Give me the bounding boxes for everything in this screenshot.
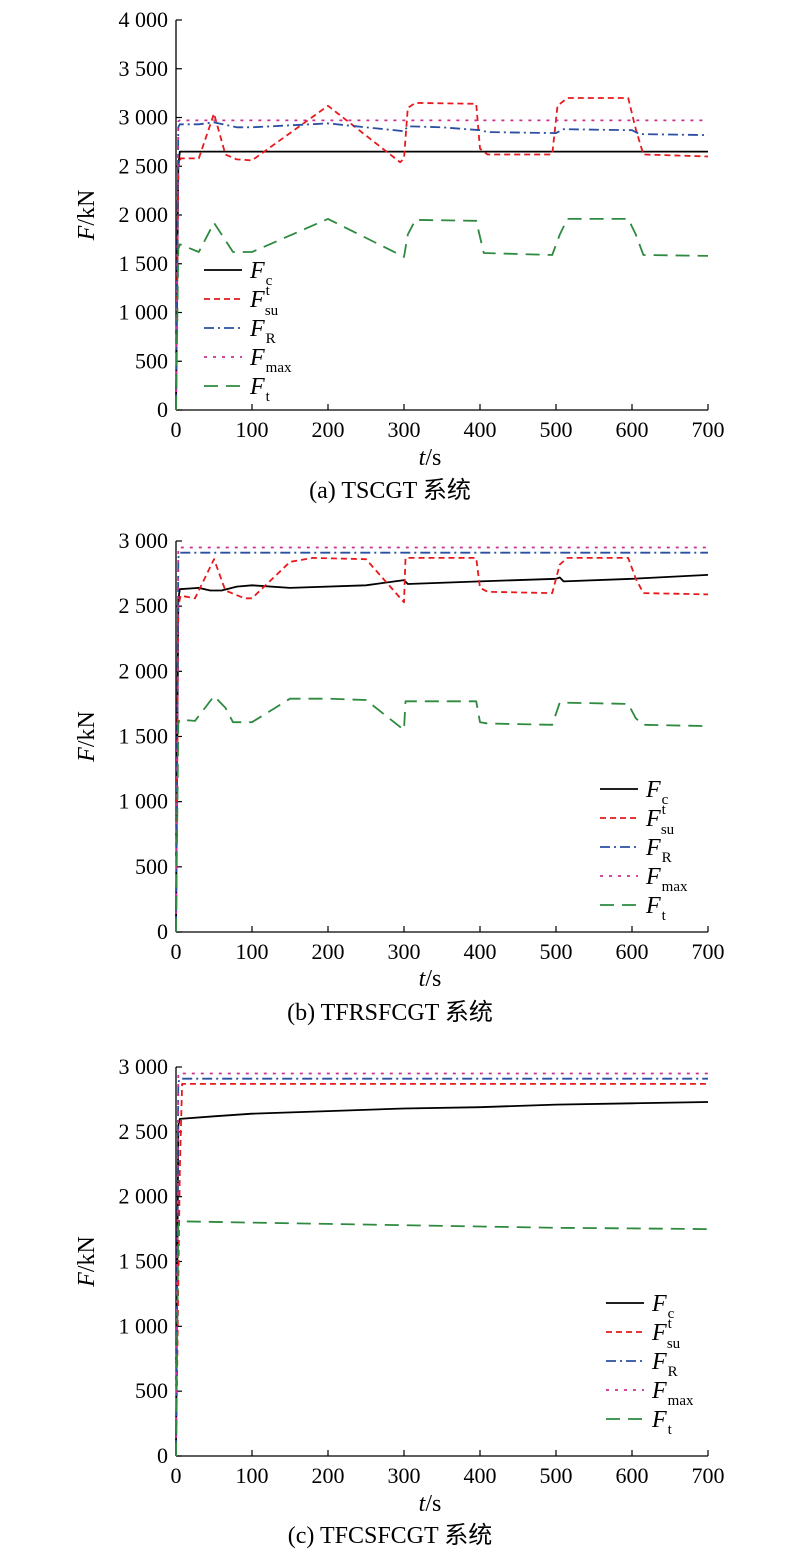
y-tick-label: 500	[135, 1378, 168, 1403]
x-tick-label: 0	[171, 939, 182, 964]
legend-label-fc: Fc	[249, 258, 273, 289]
y-tick-label: 500	[135, 348, 168, 373]
series-line-fmax	[175, 1072, 708, 1457]
legend-label-fmax: Fmax	[249, 345, 292, 376]
y-tick-label: 1 500	[119, 251, 169, 276]
y-tick-label: 0	[157, 397, 168, 422]
x-tick-label: 500	[540, 1463, 573, 1488]
series-line-fsu	[175, 97, 709, 411]
series-line-fmax	[175, 546, 708, 933]
legend-label-fsu: Ft su	[645, 802, 675, 838]
x-tick-label: 400	[464, 1463, 497, 1488]
x-tick-label: 0	[171, 1463, 182, 1488]
x-tick-label: 600	[616, 417, 649, 442]
panel-caption: (c) TFCSFCGT 系统	[288, 1522, 492, 1549]
x-tick-label: 200	[312, 939, 345, 964]
series-line-fc	[175, 574, 709, 933]
y-tick-label: 1 500	[119, 724, 169, 749]
y-tick-label: 1 000	[119, 789, 169, 814]
legend-label-ft: Ft	[249, 374, 271, 405]
y-tick-label: 0	[157, 1443, 168, 1468]
series-line-ft	[175, 695, 709, 933]
x-tick-label: 400	[464, 417, 497, 442]
legend-label-fr: FR	[249, 316, 276, 347]
x-tick-label: 100	[236, 417, 269, 442]
y-tick-label: 0	[157, 919, 168, 944]
legend-label-fc: Fc	[645, 777, 669, 808]
y-axis-label: F/kN	[74, 190, 100, 242]
x-tick-label: 500	[540, 939, 573, 964]
x-tick-label: 0	[171, 417, 182, 442]
x-tick-label: 600	[616, 939, 649, 964]
chart-panel-a: 0 100 200 300 400 500 600 700 0 500 1 000 1 500 2 00…	[74, 7, 725, 504]
x-tick-label: 600	[616, 1463, 649, 1488]
y-tick-label: 2 000	[119, 202, 169, 227]
y-tick-label: 1 000	[119, 1313, 169, 1338]
x-tick-label: 500	[540, 417, 573, 442]
series-line-fsu	[175, 557, 709, 933]
x-tick-label: 700	[692, 939, 725, 964]
y-tick-label: 1 000	[119, 300, 169, 325]
series-line-fr	[175, 1077, 708, 1457]
legend-label-fr: FR	[645, 835, 672, 866]
y-tick-label: 3 000	[119, 105, 169, 130]
x-tick-label: 300	[388, 939, 421, 964]
x-tick-label: 300	[388, 1463, 421, 1488]
x-axis-label: t/s	[419, 966, 442, 992]
y-tick-label: 2 000	[119, 658, 169, 683]
y-tick-label: 2 500	[119, 593, 169, 618]
legend-label-fc: Fc	[651, 1291, 675, 1322]
y-tick-label: 2 000	[119, 1184, 169, 1209]
panel-caption: (a) TSCGT 系统	[309, 477, 471, 504]
x-tick-label: 400	[464, 939, 497, 964]
y-tick-label: 1 500	[119, 1249, 169, 1274]
x-tick-label: 100	[236, 1463, 269, 1488]
y-tick-label: 3 000	[119, 528, 169, 553]
y-tick-label: 4 000	[119, 7, 169, 32]
y-tick-label: 3 500	[119, 56, 169, 81]
series-line-ft	[175, 217, 709, 411]
y-axis-label: F/kN	[74, 711, 100, 763]
legend-label-fr: FR	[651, 1349, 678, 1380]
x-tick-label: 700	[692, 417, 725, 442]
y-tick-label: 2 500	[119, 1119, 169, 1144]
x-tick-label: 300	[388, 417, 421, 442]
x-axis-label: t/s	[419, 1491, 442, 1517]
x-axis-label: t/s	[419, 445, 442, 471]
y-axis-label: F/kN	[74, 1236, 100, 1288]
chart-panel-b: 0 100 200 300 400 500 600 700 0 500 1 000 1 500 2 00…	[74, 528, 725, 1026]
legend-label-fsu: Ft su	[651, 1316, 681, 1352]
legend-label-fsu: Ft su	[249, 283, 279, 319]
legend-label-fmax: Fmax	[645, 864, 688, 895]
series-line-ft	[175, 1220, 709, 1457]
y-tick-label: 3 000	[119, 1054, 169, 1079]
series-line-fmax	[175, 119, 708, 411]
series-line-fc	[175, 1101, 709, 1457]
y-tick-label: 2 500	[119, 153, 169, 178]
y-tick-label: 500	[135, 854, 168, 879]
series-line-fr	[175, 551, 708, 933]
x-tick-label: 100	[236, 939, 269, 964]
panel-caption: (b) TFRSFCGT 系统	[287, 999, 493, 1026]
legend-label-ft: Ft	[645, 893, 667, 924]
series-line-fr	[175, 121, 709, 411]
legend-label-fmax: Fmax	[651, 1378, 694, 1409]
chart-panel-c: 0 100 200 300 400 500 600 700 0 500 1 000 1 500 2 00…	[74, 1054, 725, 1549]
series-line-fsu	[175, 1083, 708, 1457]
x-tick-label: 200	[312, 417, 345, 442]
x-tick-label: 200	[312, 1463, 345, 1488]
x-tick-label: 700	[692, 1463, 725, 1488]
legend-label-ft: Ft	[651, 1407, 673, 1438]
